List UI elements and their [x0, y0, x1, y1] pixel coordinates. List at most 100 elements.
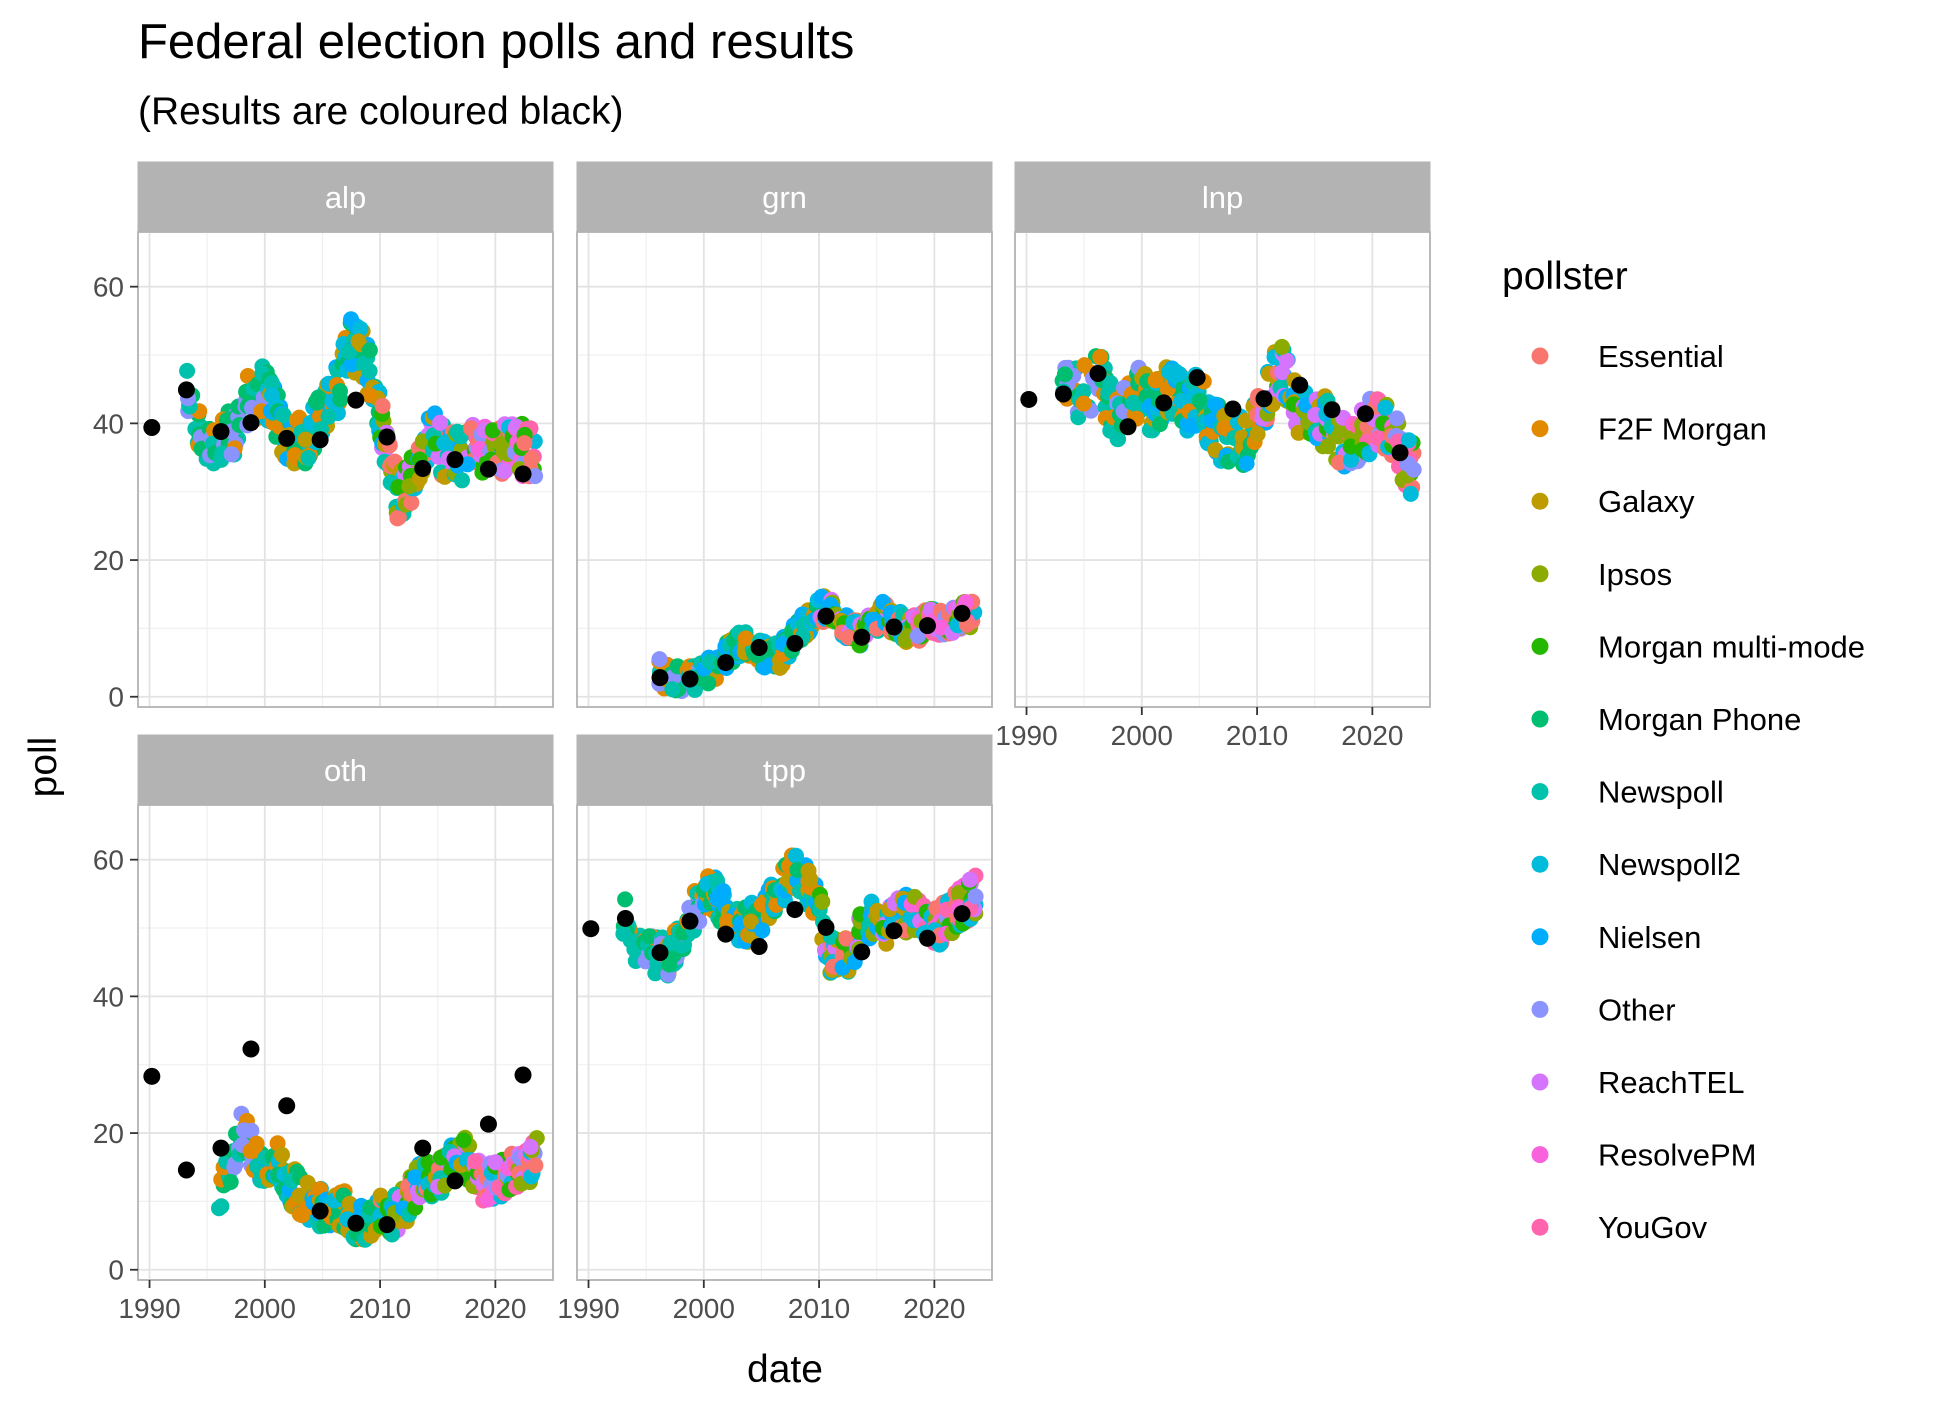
- result-point: [347, 391, 365, 409]
- legend-item: Nielsen: [1531, 920, 1701, 955]
- x-tick-label: 2000: [234, 1293, 296, 1324]
- legend-item: Morgan Phone: [1531, 702, 1801, 737]
- facet-strip-label: grn: [762, 180, 807, 215]
- y-axis-title: poll: [22, 737, 65, 798]
- poll-point: [1207, 396, 1224, 413]
- facet-strip-label: alp: [325, 180, 366, 215]
- legend-item: Galaxy: [1531, 484, 1695, 519]
- poll-point: [484, 422, 501, 439]
- result-points: [1020, 364, 1409, 462]
- panel-border: [1014, 231, 1431, 708]
- poll-point: [299, 1174, 316, 1191]
- result-point: [918, 929, 936, 947]
- poll-point: [1320, 438, 1336, 455]
- facet-grn: grn: [576, 161, 993, 708]
- poll-point: [1147, 372, 1164, 389]
- x-tick-label: 2020: [903, 1293, 965, 1324]
- result-point: [1089, 364, 1107, 382]
- result-point: [786, 901, 804, 919]
- result-point: [278, 1097, 296, 1115]
- result-point: [651, 669, 669, 687]
- y-tick-label: 60: [93, 845, 124, 876]
- poll-point: [263, 387, 280, 404]
- facet-tpp: tpp: [576, 734, 993, 1281]
- result-point: [1291, 376, 1309, 394]
- poll-point: [838, 930, 855, 947]
- poll-point: [516, 435, 533, 452]
- poll-point: [1182, 417, 1199, 434]
- legend-item: Newspoll2: [1531, 847, 1741, 882]
- panel-background: [1015, 232, 1430, 707]
- result-point: [817, 607, 835, 625]
- facet-strip: [137, 734, 554, 806]
- poll-point: [432, 414, 449, 431]
- result-point: [651, 944, 669, 962]
- legend-item: ReachTEL: [1531, 1065, 1744, 1100]
- poll-point: [1171, 366, 1188, 382]
- result-point: [918, 617, 936, 635]
- result-point: [143, 1067, 161, 1085]
- poll-point: [263, 375, 280, 392]
- poll-point: [802, 871, 819, 888]
- poll-point: [1343, 451, 1360, 468]
- x-tick-label: 2000: [673, 1293, 735, 1324]
- result-point: [786, 634, 804, 652]
- poll-point: [788, 847, 804, 864]
- poll-point: [332, 383, 348, 400]
- poll-point: [1402, 485, 1419, 502]
- poll-point: [1388, 410, 1405, 427]
- facet-strip-label: oth: [324, 753, 367, 788]
- result-point: [1255, 390, 1273, 408]
- poll-point: [700, 675, 717, 692]
- legend-label: Ipsos: [1598, 557, 1672, 592]
- facet-strip: [576, 161, 993, 233]
- poll-point: [1377, 399, 1394, 416]
- facet-strip: [576, 734, 993, 806]
- result-point: [414, 459, 432, 477]
- poll-point: [361, 342, 378, 359]
- result-point: [278, 429, 296, 447]
- poll-point: [403, 494, 420, 511]
- poll-point: [352, 320, 369, 337]
- poll-point: [897, 631, 914, 648]
- y-tick-label: 0: [108, 1255, 124, 1286]
- poll-point: [275, 407, 292, 423]
- result-point: [212, 1139, 230, 1157]
- poll-point: [522, 1138, 539, 1155]
- poll-point: [651, 651, 668, 668]
- result-point: [681, 912, 699, 930]
- legend-label: ResolvePM: [1598, 1138, 1757, 1173]
- result-point: [347, 1214, 365, 1232]
- poll-point: [840, 629, 857, 646]
- result-point: [1391, 444, 1409, 462]
- result-point: [514, 465, 532, 483]
- poll-point: [641, 928, 658, 945]
- result-point: [817, 918, 835, 936]
- poll-point: [702, 654, 718, 670]
- result-point: [378, 1216, 396, 1234]
- poll-point: [1070, 409, 1087, 426]
- legend-label: YouGov: [1598, 1210, 1708, 1245]
- poll-point: [308, 394, 325, 411]
- facet-strip-label: tpp: [763, 753, 806, 788]
- result-point: [446, 451, 464, 469]
- result-point: [750, 639, 768, 657]
- legend-item: ResolvePM: [1531, 1138, 1757, 1173]
- result-point: [446, 1172, 464, 1190]
- poll-point: [407, 1169, 424, 1186]
- poll-point: [967, 888, 984, 905]
- poll-point: [1274, 338, 1290, 355]
- result-points: [651, 604, 971, 688]
- y-tick-label: 60: [93, 272, 124, 303]
- legend-key: [1531, 1073, 1549, 1091]
- legend-title: pollster: [1502, 255, 1628, 298]
- poll-point: [617, 891, 634, 908]
- result-point: [311, 1202, 329, 1220]
- gridlines: [1015, 232, 1430, 707]
- x-tick-label: 2010: [349, 1293, 411, 1324]
- poll-point: [523, 450, 540, 467]
- result-point: [1155, 394, 1173, 412]
- result-point: [1020, 390, 1038, 408]
- poll-point: [223, 446, 240, 463]
